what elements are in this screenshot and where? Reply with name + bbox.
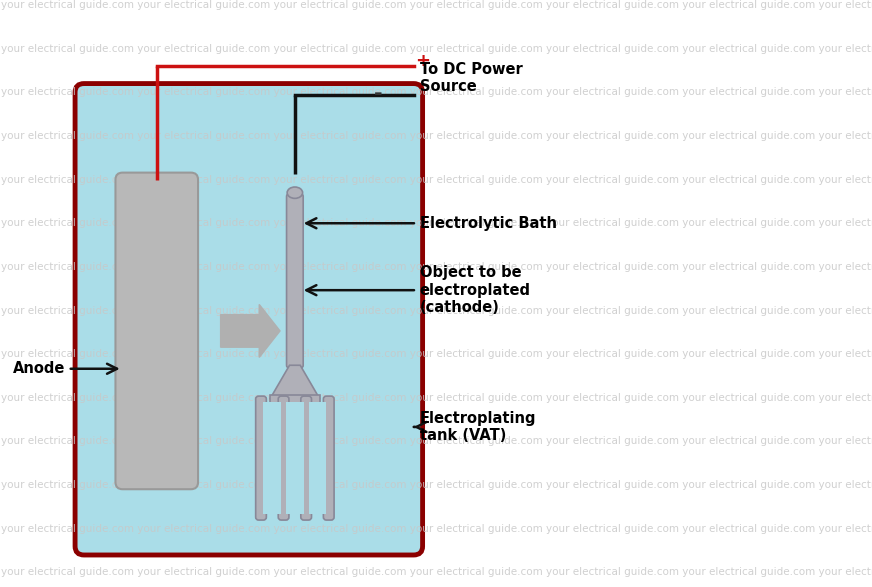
Polygon shape — [221, 305, 280, 357]
Bar — [309, 402, 326, 514]
FancyBboxPatch shape — [301, 396, 311, 520]
Text: your electrical guide.com your electrical guide.com your electrical guide.com yo: your electrical guide.com your electrica… — [1, 568, 872, 578]
Text: your electrical guide.com your electrical guide.com your electrical guide.com yo: your electrical guide.com your electrica… — [1, 0, 872, 10]
Bar — [286, 402, 303, 514]
Text: To DC Power
Source: To DC Power Source — [419, 62, 522, 94]
FancyBboxPatch shape — [115, 173, 198, 489]
Text: your electrical guide.com your electrical guide.com your electrical guide.com yo: your electrical guide.com your electrica… — [1, 87, 872, 97]
Bar — [270, 395, 320, 407]
FancyBboxPatch shape — [278, 396, 289, 520]
Text: Object to be
electroplated
(cathode): Object to be electroplated (cathode) — [306, 265, 531, 315]
Text: your electrical guide.com your electrical guide.com your electrical guide.com yo: your electrical guide.com your electrica… — [1, 349, 872, 359]
Text: your electrical guide.com your electrical guide.com your electrical guide.com yo: your electrical guide.com your electrica… — [1, 393, 872, 403]
FancyBboxPatch shape — [287, 194, 303, 368]
Text: your electrical guide.com your electrical guide.com your electrical guide.com yo: your electrical guide.com your electrica… — [1, 480, 872, 490]
Text: your electrical guide.com your electrical guide.com your electrical guide.com yo: your electrical guide.com your electrica… — [1, 174, 872, 184]
Text: Anode: Anode — [13, 361, 117, 376]
Text: your electrical guide.com your electrical guide.com your electrical guide.com yo: your electrical guide.com your electrica… — [1, 43, 872, 53]
FancyBboxPatch shape — [255, 396, 266, 520]
Text: your electrical guide.com your electrical guide.com your electrical guide.com yo: your electrical guide.com your electrica… — [1, 524, 872, 534]
Text: your electrical guide.com your electrical guide.com your electrical guide.com yo: your electrical guide.com your electrica… — [1, 131, 872, 141]
FancyBboxPatch shape — [324, 396, 334, 520]
Text: your electrical guide.com your electrical guide.com your electrical guide.com yo: your electrical guide.com your electrica… — [1, 306, 872, 316]
Text: +: + — [415, 52, 431, 70]
Text: your electrical guide.com your electrical guide.com your electrical guide.com yo: your electrical guide.com your electrica… — [1, 262, 872, 272]
Bar — [263, 402, 281, 514]
Ellipse shape — [287, 187, 303, 198]
Polygon shape — [270, 365, 320, 399]
FancyBboxPatch shape — [75, 83, 423, 555]
Text: your electrical guide.com your electrical guide.com your electrical guide.com yo: your electrical guide.com your electrica… — [1, 437, 872, 447]
Text: Electroplating
tank (VAT): Electroplating tank (VAT) — [414, 411, 536, 443]
Text: -: - — [374, 84, 383, 104]
Text: your electrical guide.com your electrical guide.com your electrical guide.com yo: your electrical guide.com your electrica… — [1, 218, 872, 228]
Text: Electrolytic Bath: Electrolytic Bath — [306, 216, 556, 231]
